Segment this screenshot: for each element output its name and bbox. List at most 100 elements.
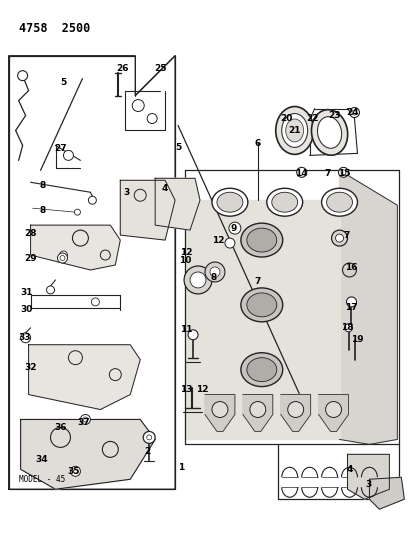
Text: 2: 2: [144, 447, 150, 456]
Text: 5: 5: [60, 78, 67, 87]
Circle shape: [332, 230, 348, 246]
Polygon shape: [348, 454, 389, 499]
Ellipse shape: [272, 192, 298, 212]
Text: 35: 35: [67, 467, 80, 476]
Circle shape: [225, 238, 235, 248]
Circle shape: [147, 435, 152, 440]
Circle shape: [229, 222, 241, 234]
Circle shape: [344, 324, 353, 332]
Text: MODEL - 45: MODEL - 45: [19, 475, 65, 484]
Text: 15: 15: [338, 169, 351, 178]
Text: 12: 12: [180, 247, 192, 256]
Circle shape: [100, 250, 110, 260]
Circle shape: [60, 251, 67, 259]
Circle shape: [73, 470, 78, 473]
Ellipse shape: [326, 192, 353, 212]
Circle shape: [74, 209, 80, 215]
Ellipse shape: [282, 114, 308, 148]
Text: 3: 3: [123, 188, 129, 197]
Polygon shape: [243, 394, 273, 431]
Circle shape: [18, 71, 28, 80]
Text: 8: 8: [211, 273, 217, 282]
Text: 33: 33: [18, 333, 31, 342]
Circle shape: [47, 286, 55, 294]
Polygon shape: [21, 419, 155, 489]
Text: 25: 25: [154, 64, 166, 73]
Text: 10: 10: [179, 255, 191, 264]
Text: 11: 11: [180, 325, 192, 334]
Text: 21: 21: [288, 126, 301, 135]
Text: 19: 19: [351, 335, 364, 344]
Text: 36: 36: [54, 423, 67, 432]
Circle shape: [184, 266, 212, 294]
Circle shape: [188, 330, 198, 340]
Text: 8: 8: [40, 181, 46, 190]
Text: 16: 16: [345, 263, 358, 272]
Circle shape: [339, 167, 348, 177]
Ellipse shape: [322, 188, 357, 216]
Polygon shape: [29, 345, 140, 409]
Text: 37: 37: [77, 418, 90, 427]
Polygon shape: [120, 180, 175, 240]
Text: 20: 20: [281, 114, 293, 123]
Circle shape: [51, 427, 71, 447]
Circle shape: [91, 298, 100, 306]
Circle shape: [250, 401, 266, 417]
Text: 1: 1: [178, 463, 184, 472]
Ellipse shape: [276, 107, 314, 155]
Circle shape: [212, 401, 228, 417]
Text: 22: 22: [306, 114, 319, 123]
Circle shape: [60, 255, 65, 261]
Text: 8: 8: [40, 206, 46, 215]
Polygon shape: [369, 477, 404, 509]
Text: 6: 6: [255, 139, 261, 148]
Circle shape: [343, 263, 357, 277]
Circle shape: [190, 272, 206, 288]
Circle shape: [64, 150, 73, 160]
Text: 29: 29: [24, 254, 37, 263]
Circle shape: [21, 333, 31, 343]
Polygon shape: [205, 394, 235, 431]
Circle shape: [143, 431, 155, 443]
Text: 4: 4: [162, 184, 169, 193]
Circle shape: [346, 297, 357, 307]
Polygon shape: [155, 179, 200, 230]
Circle shape: [109, 369, 121, 381]
Polygon shape: [31, 225, 120, 270]
Text: 12: 12: [196, 385, 208, 394]
Text: 7: 7: [255, 278, 261, 286]
Text: 27: 27: [54, 144, 67, 153]
Circle shape: [83, 417, 88, 422]
Circle shape: [102, 441, 118, 457]
Circle shape: [134, 189, 146, 201]
Text: 4758  2500: 4758 2500: [19, 22, 90, 35]
Text: 24: 24: [346, 108, 359, 117]
Text: 7: 7: [343, 231, 350, 240]
Text: 31: 31: [20, 288, 33, 297]
Ellipse shape: [267, 188, 303, 216]
Ellipse shape: [247, 293, 277, 317]
Text: 34: 34: [35, 455, 48, 464]
Circle shape: [335, 234, 344, 242]
Ellipse shape: [286, 119, 304, 142]
Circle shape: [71, 466, 80, 477]
Circle shape: [132, 100, 144, 111]
Ellipse shape: [247, 228, 277, 252]
Text: 7: 7: [324, 169, 331, 178]
Ellipse shape: [241, 353, 283, 386]
Text: 9: 9: [231, 224, 237, 232]
Text: 30: 30: [20, 305, 33, 314]
Circle shape: [89, 196, 96, 204]
Circle shape: [205, 262, 225, 282]
Polygon shape: [339, 171, 397, 445]
Polygon shape: [319, 394, 348, 431]
Ellipse shape: [247, 358, 277, 382]
Ellipse shape: [241, 288, 283, 322]
Text: 13: 13: [180, 385, 192, 394]
Polygon shape: [185, 200, 339, 439]
Circle shape: [210, 267, 220, 277]
Text: 4: 4: [346, 465, 353, 474]
Circle shape: [350, 108, 359, 117]
Text: 3: 3: [365, 480, 372, 489]
Circle shape: [73, 230, 89, 246]
